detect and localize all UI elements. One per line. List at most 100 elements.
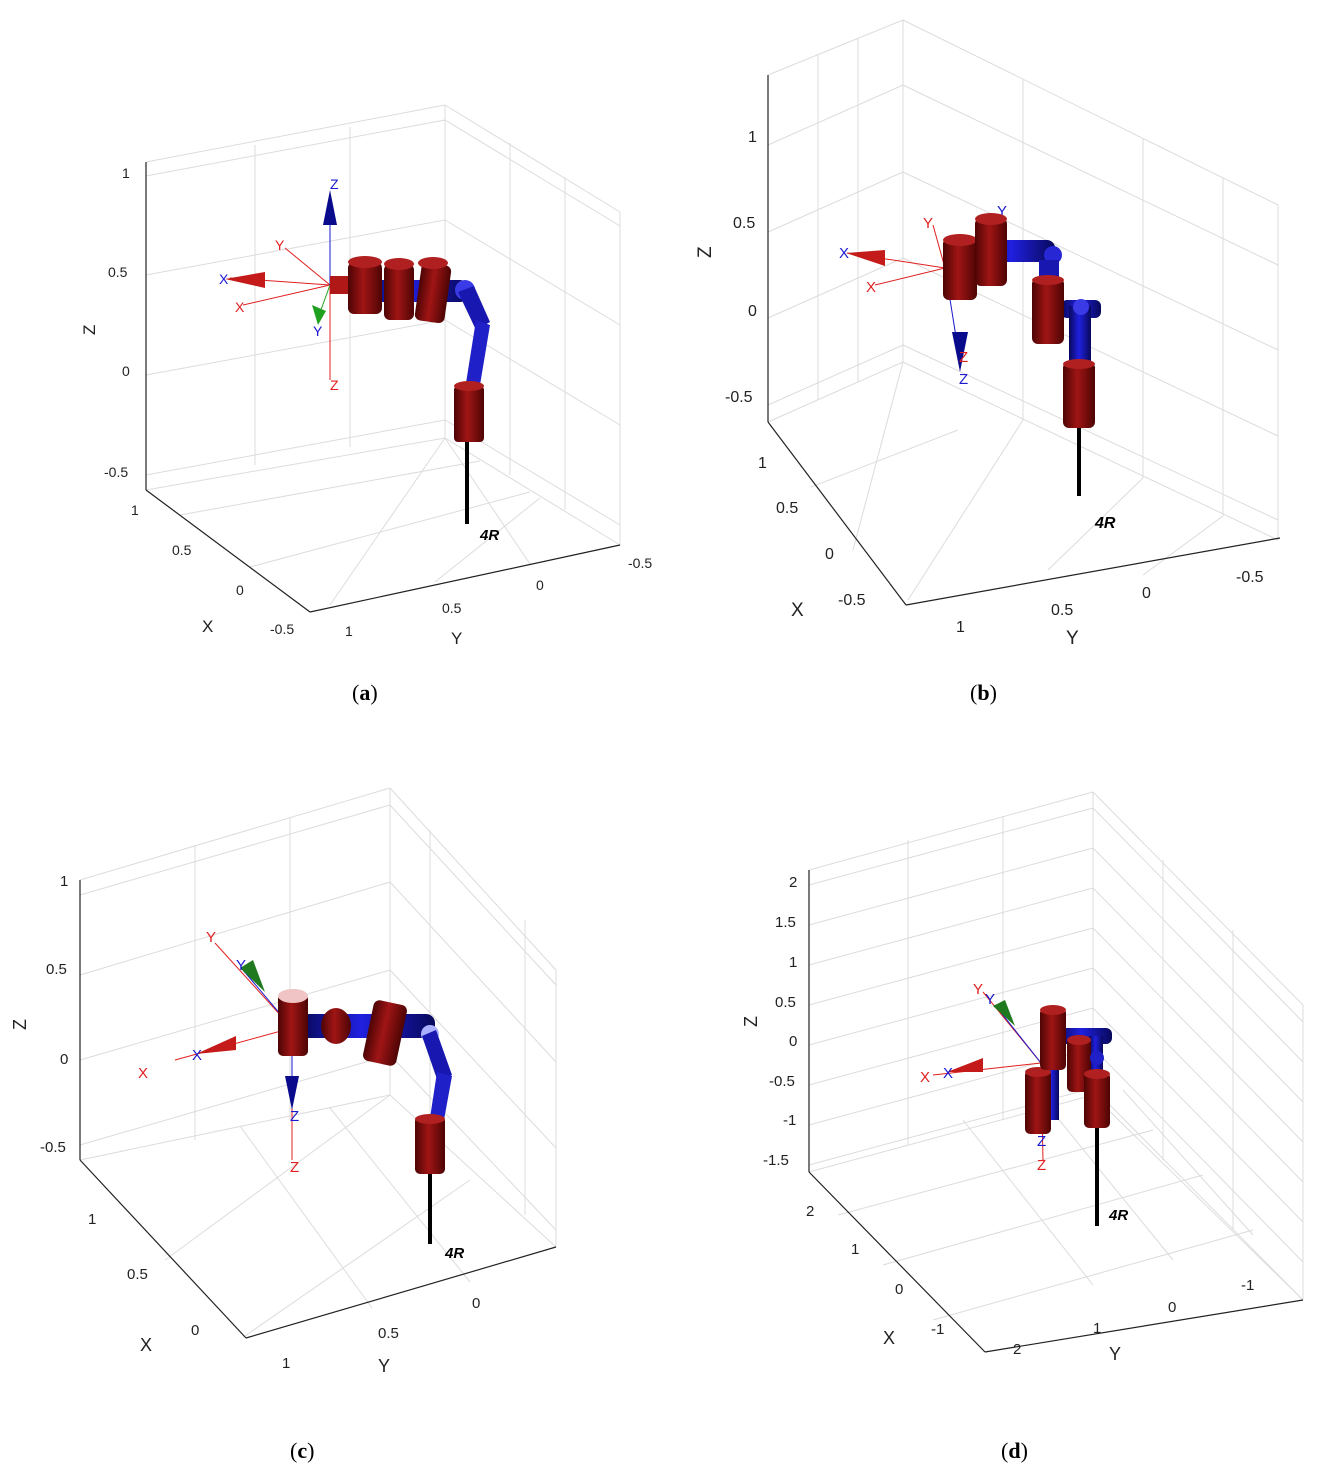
y-tick-labels: 2 1 0 -1 [1013, 1277, 1254, 1358]
base-post [428, 1174, 432, 1244]
blue-z-label: Z [290, 1108, 299, 1125]
blue-z-label: Z [330, 176, 339, 192]
y-axis-label: Y [451, 629, 462, 648]
robot-arm [330, 256, 490, 524]
joint-cylinder [1084, 1069, 1110, 1128]
caption-b: (b) [970, 680, 997, 705]
caption-c: (c) [290, 1438, 315, 1463]
grid-lines [767, 19, 1279, 601]
y-arrow-icon [240, 960, 265, 992]
blue-x-label: X [839, 245, 849, 262]
caption-d: (d) [1001, 1438, 1028, 1463]
y-tick: 0.5 [442, 600, 462, 616]
x-tick: 0.5 [776, 500, 798, 517]
x-tick-labels: 2 1 0 -1 [806, 1203, 944, 1338]
x-tick-labels: 1 0.5 0 -0.5 [758, 455, 866, 609]
joint-cylinder [943, 234, 977, 300]
blue-y-label: Y [236, 957, 246, 974]
grid-lines [79, 787, 557, 1337]
y-axis-label: Y [378, 1356, 390, 1376]
y-tick: 0 [536, 577, 544, 593]
z-tick: -0.5 [769, 1073, 795, 1090]
base-frame: X X Y Y Z Z [920, 981, 1046, 1174]
base-post [465, 442, 469, 524]
axes [79, 880, 557, 1339]
z-tick: 0.5 [108, 264, 128, 280]
y-arrow-icon [993, 1000, 1015, 1026]
z-tick: 1 [122, 165, 130, 181]
joint-cylinder [321, 1008, 351, 1044]
red-z-label: Z [959, 349, 968, 366]
z-arrow-icon [285, 1076, 299, 1110]
x-tick-labels: 1 0.5 0 -0.5 [131, 502, 294, 637]
z-axis-label: Z [80, 325, 99, 335]
y-tick: 1 [282, 1355, 290, 1372]
robot-arm [278, 989, 452, 1244]
x-axis-label: X [791, 600, 804, 621]
plot-3d-a: 1 0.5 0 -0.5 1 0.5 0 -0.5 1 0.5 0 -0.5 Z… [80, 104, 652, 648]
base-post [1095, 1128, 1099, 1226]
z-tick: 0 [748, 303, 757, 320]
joint-cylinder [975, 213, 1007, 286]
x-tick: 1 [851, 1241, 859, 1258]
panel-b: 1 0.5 0 -0.5 1 0.5 0 -0.5 1 0.5 0 -0.5 Z… [663, 0, 1327, 720]
x-tick: 2 [806, 1203, 814, 1220]
z-tick: 0 [789, 1033, 797, 1050]
x-tick-labels: 1 0.5 0 [88, 1211, 199, 1339]
x-tick: 0 [191, 1322, 199, 1339]
x-arrow-icon [947, 1058, 983, 1072]
z-tick: -0.5 [725, 389, 753, 406]
x-arrow-icon [225, 272, 265, 288]
x-tick: 0 [236, 582, 244, 598]
robot-label: 4R [1108, 1207, 1128, 1224]
joint-cylinder [454, 381, 484, 442]
joint-cylinder [1063, 359, 1095, 428]
plot-3d-c: 1 0.5 0 -0.5 1 0.5 0 1 0.5 0 Z X Y X X Y… [10, 787, 557, 1376]
red-y-label: Y [275, 237, 285, 253]
x-tick: -0.5 [270, 621, 294, 637]
blue-x-label: X [219, 271, 229, 287]
z-tick-labels: 2 1.5 1 0.5 0 -0.5 -1 -1.5 [763, 874, 797, 1169]
joint-cylinder [1025, 1067, 1051, 1134]
red-y-label: Y [206, 929, 216, 946]
z-tick: 2 [789, 874, 797, 891]
z-tick-labels: 1 0.5 0 -0.5 [725, 129, 757, 406]
red-x-label: X [235, 299, 245, 315]
base-frame: X X Y Y Z Z [839, 203, 1007, 388]
y-tick-labels: 1 0.5 0 [282, 1295, 480, 1372]
axes [767, 75, 1281, 606]
x-tick: 0.5 [172, 542, 192, 558]
red-z-label: Z [290, 1159, 299, 1176]
y-tick: 0 [1142, 585, 1151, 602]
z-arrow-icon [323, 190, 337, 225]
z-tick: 1 [789, 954, 797, 971]
caption-a: (a) [352, 680, 378, 705]
x-tick: -1 [931, 1321, 944, 1338]
z-tick: -1.5 [763, 1152, 789, 1169]
x-tick: 0 [825, 546, 834, 563]
z-arrow-icon [952, 332, 968, 372]
z-tick: 0.5 [775, 994, 796, 1011]
joint-cylinder [1040, 1005, 1066, 1070]
base-frame: Z X Y X Y Z [219, 176, 339, 393]
robot-label: 4R [444, 1245, 464, 1262]
y-arrow-icon [312, 305, 326, 325]
red-x-label: X [138, 1065, 148, 1082]
y-tick: 1 [345, 623, 353, 639]
y-tick: -0.5 [628, 555, 652, 571]
grid-lines [145, 104, 621, 613]
plot-3d-d: 2 1.5 1 0.5 0 -0.5 -1 -1.5 2 1 0 -1 2 1 … [741, 791, 1304, 1364]
blue-y-label: Y [997, 203, 1007, 220]
red-z-label: Z [1037, 1157, 1046, 1174]
y-tick: 0 [1168, 1299, 1176, 1316]
y-tick: 0.5 [378, 1325, 399, 1342]
y-axis-label: Y [1066, 628, 1079, 649]
x-tick: 0 [895, 1281, 903, 1298]
blue-z-label: Z [1037, 1133, 1046, 1150]
x-arrow-icon [846, 250, 885, 266]
y-axis-label: Y [1109, 1344, 1121, 1364]
x-axis-label: X [883, 1328, 895, 1348]
panel-d: 2 1.5 1 0.5 0 -0.5 -1 -1.5 2 1 0 -1 2 1 … [663, 760, 1327, 1473]
base-frame: X X Y Y Z Z [138, 929, 299, 1176]
joint-cylinder [348, 256, 382, 314]
